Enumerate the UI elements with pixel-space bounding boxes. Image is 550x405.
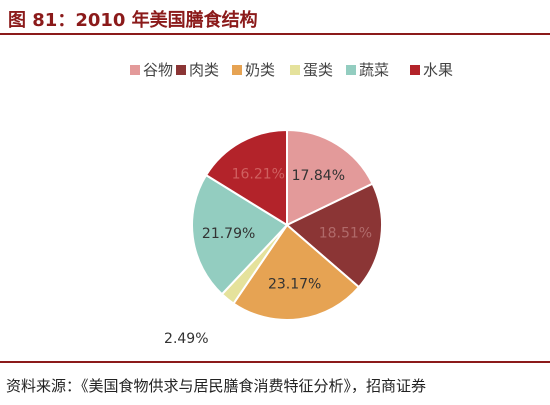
figure-title: 图 81：2010 年美国膳食结构: [8, 10, 258, 31]
slice-label-3: 23.17%: [268, 276, 321, 292]
legend-label: 肉类: [189, 61, 219, 79]
pie-slice-3: [232, 223, 361, 321]
legend-item: 水果: [410, 61, 453, 79]
legend-item: 肉类: [176, 61, 219, 79]
legend-item: 蔬菜: [346, 61, 389, 79]
source-divider: [0, 361, 550, 363]
slice-label-4: 2.49%: [164, 331, 208, 347]
chart-legend: 谷物 肉类 奶类 蛋类 蔬菜 水果: [130, 61, 453, 79]
legend-item: 蛋类: [290, 61, 333, 79]
pie-labels: 17.84% 18.51% 23.17% 2.49% 21.79% 16.21%: [164, 167, 372, 348]
legend-label: 奶类: [245, 61, 275, 79]
legend-label: 水果: [423, 61, 453, 79]
slice-label-2: 18.51%: [319, 226, 372, 242]
source-note: 资料来源：《美国食物供求与居民膳食消费特征分析》，招商证券: [6, 377, 427, 395]
legend-swatch: [176, 65, 186, 75]
legend-label: 蛋类: [303, 61, 333, 79]
pie-slice-2: [285, 182, 383, 289]
pie-slice-6: [204, 128, 288, 227]
title-divider: [0, 33, 550, 35]
legend-swatch: [232, 65, 242, 75]
legend-item: 奶类: [232, 61, 275, 79]
legend-label: 蔬菜: [359, 61, 389, 79]
legend-swatch: [290, 65, 300, 75]
pie-slices: [191, 128, 383, 321]
legend-item: 谷物: [130, 61, 173, 79]
slice-label-1: 17.84%: [292, 168, 345, 184]
legend-swatch: [130, 65, 140, 75]
pie-slice-5: [191, 173, 289, 296]
legend-label: 谷物: [143, 61, 173, 79]
pie-chart: 谷物 肉类 奶类 蛋类 蔬菜 水果 17.84% 18.51% 23.17% 2.49% 21.7…: [130, 61, 453, 348]
slice-label-6: 16.21%: [232, 167, 285, 183]
legend-swatch: [346, 65, 356, 75]
pie-slice-1: [286, 128, 374, 227]
legend-swatch: [410, 65, 420, 75]
slice-label-5: 21.79%: [202, 226, 255, 242]
